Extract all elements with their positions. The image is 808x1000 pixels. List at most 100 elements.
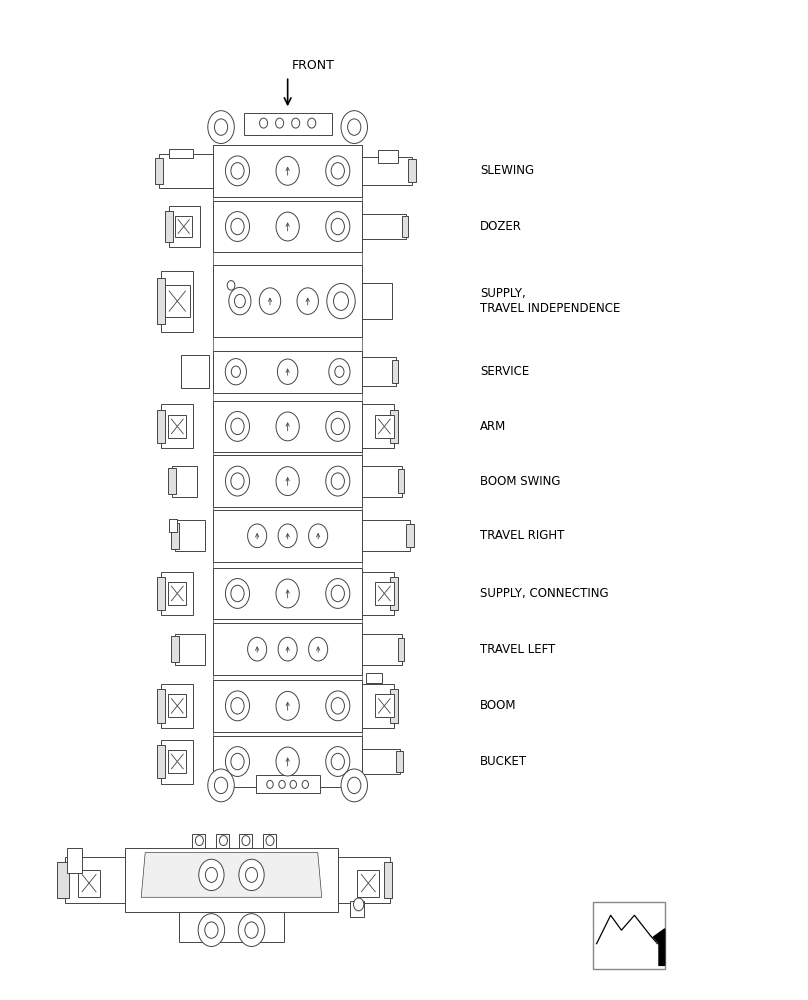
Bar bbox=[159, 154, 213, 188]
Circle shape bbox=[208, 111, 234, 143]
Bar bbox=[213, 623, 362, 675]
Circle shape bbox=[326, 466, 350, 496]
Text: FRONT: FRONT bbox=[292, 59, 335, 72]
Text: BOOM: BOOM bbox=[480, 699, 517, 712]
Text: SERVICE: SERVICE bbox=[480, 365, 529, 378]
Bar bbox=[390, 410, 398, 443]
Bar bbox=[162, 404, 193, 448]
Circle shape bbox=[259, 288, 280, 314]
Bar bbox=[217, 834, 229, 848]
Bar bbox=[362, 466, 402, 497]
Circle shape bbox=[239, 859, 264, 891]
Bar bbox=[357, 870, 379, 897]
Circle shape bbox=[326, 691, 350, 721]
Bar bbox=[243, 113, 332, 135]
Polygon shape bbox=[141, 853, 322, 897]
Circle shape bbox=[278, 637, 297, 661]
Bar bbox=[213, 455, 362, 507]
Circle shape bbox=[331, 698, 344, 714]
Bar bbox=[362, 572, 394, 615]
Bar bbox=[168, 468, 175, 494]
Bar bbox=[362, 357, 396, 386]
Circle shape bbox=[247, 524, 267, 548]
Bar bbox=[375, 415, 393, 438]
Circle shape bbox=[208, 769, 234, 802]
Circle shape bbox=[276, 412, 299, 441]
Circle shape bbox=[225, 212, 250, 241]
Bar bbox=[592, 902, 665, 969]
Bar bbox=[392, 360, 398, 383]
Bar bbox=[362, 404, 394, 448]
Circle shape bbox=[326, 747, 350, 776]
Circle shape bbox=[331, 418, 344, 435]
Bar bbox=[57, 862, 69, 898]
Bar bbox=[65, 857, 125, 903]
Circle shape bbox=[238, 914, 265, 947]
Circle shape bbox=[231, 753, 244, 770]
Circle shape bbox=[331, 163, 344, 179]
Circle shape bbox=[231, 218, 244, 235]
Bar bbox=[213, 351, 362, 393]
Circle shape bbox=[276, 118, 284, 128]
Circle shape bbox=[331, 753, 344, 770]
Circle shape bbox=[326, 212, 350, 241]
Bar bbox=[170, 523, 179, 549]
Bar bbox=[362, 684, 394, 728]
Bar bbox=[158, 577, 166, 610]
Circle shape bbox=[331, 585, 344, 602]
Circle shape bbox=[214, 119, 228, 135]
Bar bbox=[175, 520, 205, 551]
Text: SLEWING: SLEWING bbox=[480, 164, 534, 177]
Circle shape bbox=[276, 579, 299, 608]
Circle shape bbox=[225, 466, 250, 496]
Circle shape bbox=[220, 836, 228, 846]
Circle shape bbox=[229, 287, 251, 315]
Bar bbox=[213, 201, 362, 252]
Bar bbox=[350, 901, 364, 917]
Circle shape bbox=[225, 747, 250, 776]
Circle shape bbox=[277, 359, 298, 384]
Circle shape bbox=[326, 411, 350, 441]
Bar bbox=[362, 283, 393, 319]
Circle shape bbox=[354, 898, 364, 911]
Bar bbox=[175, 634, 205, 665]
Circle shape bbox=[335, 366, 344, 377]
Polygon shape bbox=[614, 929, 665, 965]
Circle shape bbox=[227, 281, 235, 290]
Circle shape bbox=[225, 156, 250, 186]
Bar bbox=[162, 572, 193, 615]
Circle shape bbox=[231, 585, 244, 602]
Bar bbox=[375, 694, 393, 717]
Circle shape bbox=[309, 637, 328, 661]
Bar bbox=[175, 216, 192, 237]
Circle shape bbox=[308, 118, 316, 128]
Circle shape bbox=[347, 119, 361, 135]
Bar bbox=[213, 680, 362, 732]
Bar bbox=[78, 870, 100, 897]
Circle shape bbox=[341, 111, 368, 143]
Bar bbox=[162, 271, 193, 332]
Bar bbox=[263, 834, 276, 848]
Circle shape bbox=[276, 467, 299, 496]
Bar bbox=[385, 862, 393, 898]
Circle shape bbox=[326, 284, 356, 319]
Circle shape bbox=[331, 218, 344, 235]
Circle shape bbox=[341, 769, 368, 802]
Bar bbox=[402, 216, 408, 237]
Circle shape bbox=[231, 366, 241, 377]
Circle shape bbox=[196, 836, 204, 846]
Bar bbox=[168, 582, 187, 605]
Bar bbox=[155, 158, 163, 184]
Bar bbox=[398, 469, 404, 493]
Bar bbox=[171, 466, 197, 497]
Circle shape bbox=[297, 288, 318, 314]
Circle shape bbox=[214, 777, 228, 794]
Bar bbox=[168, 694, 187, 717]
Bar bbox=[162, 740, 193, 784]
Text: TRAVEL LEFT: TRAVEL LEFT bbox=[480, 643, 555, 656]
Bar bbox=[378, 150, 398, 163]
Bar bbox=[390, 689, 398, 723]
Circle shape bbox=[347, 777, 361, 794]
Bar bbox=[166, 211, 173, 242]
Bar bbox=[362, 749, 401, 774]
